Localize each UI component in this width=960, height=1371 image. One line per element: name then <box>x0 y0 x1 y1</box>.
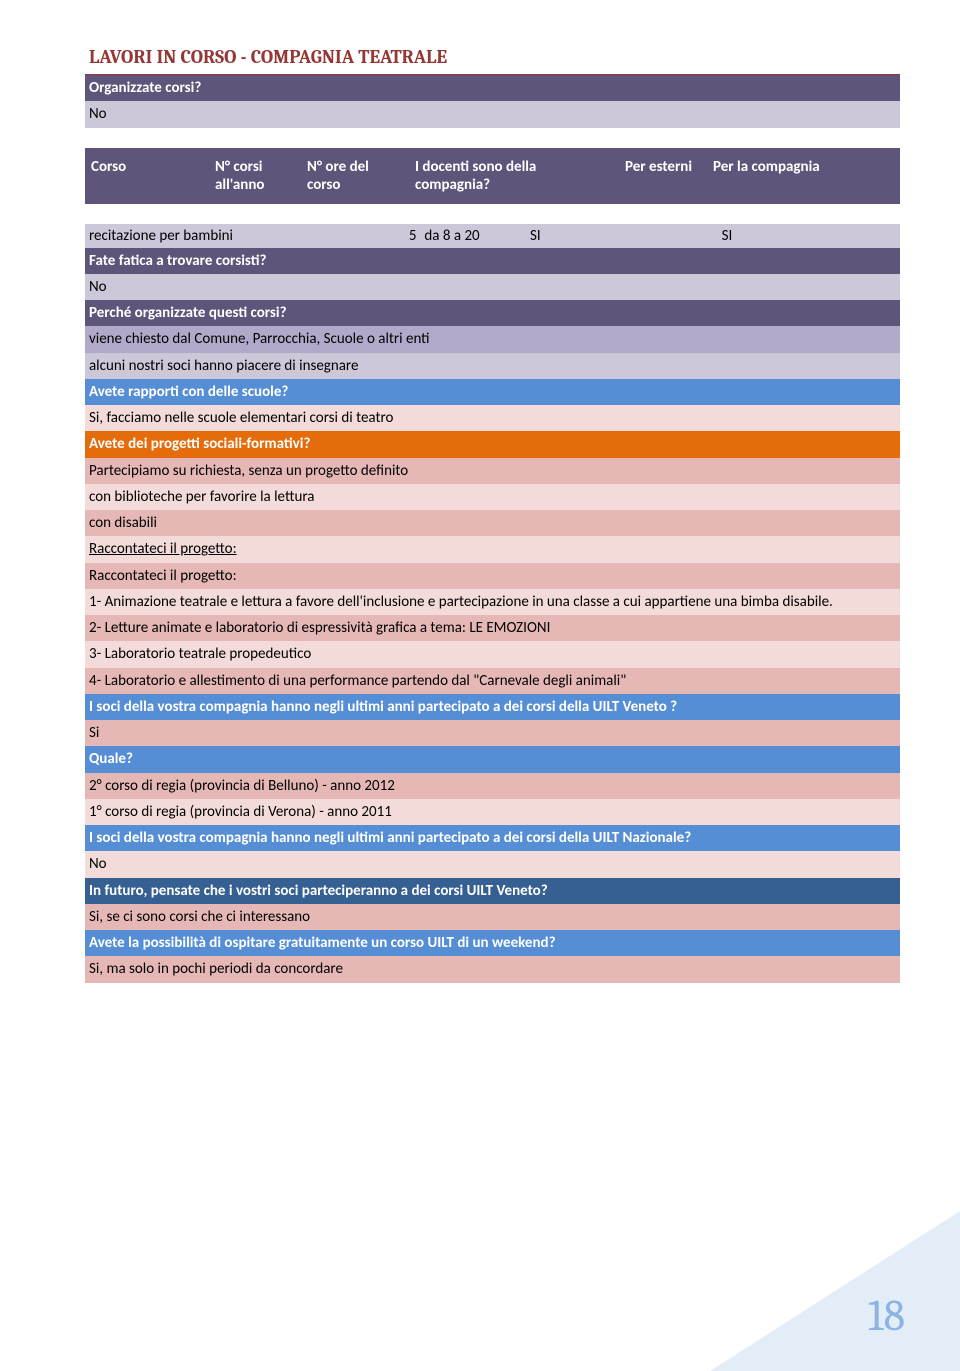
td-n-ore: da 8 a 20 <box>420 224 526 248</box>
answer-progetti-1: Partecipiamo su richiesta, senza un prog… <box>85 458 900 484</box>
question-ospitare-corso: Avete la possibilità di ospitare gratuit… <box>85 930 900 956</box>
question-fate-fatica: Fate fatica a trovare corsisti? <box>85 248 900 274</box>
progetto-line-3: 2- Letture animate e laboratorio di espr… <box>85 615 900 641</box>
answer-perche-1: viene chiesto dal Comune, Parrocchia, Sc… <box>85 326 900 352</box>
question-quale: Quale? <box>85 746 900 772</box>
section-header: LAVORI IN CORSO - COMPAGNIA TEATRALE <box>85 40 900 75</box>
question-soci-uilt-veneto: I soci della vostra compagnia hanno negl… <box>85 694 900 720</box>
th-n-ore: N° ore del corso <box>301 148 409 204</box>
th-corso: Corso <box>85 148 209 204</box>
answer-fate-fatica: No <box>85 274 900 300</box>
answer-quale-2: 1° corso di regia (provincia di Verona) … <box>85 799 900 825</box>
answer-progetti-3: con disabili <box>85 510 900 536</box>
answer-soci-uilt-nazionale: No <box>85 851 900 877</box>
label-raccontateci: Raccontateci il progetto: <box>85 536 900 562</box>
td-compagnia <box>794 224 900 248</box>
answer-ospitare-corso: Si, ma solo in pochi periodi da concorda… <box>85 956 900 982</box>
progetto-line-1: Raccontateci il progetto: <box>85 563 900 589</box>
th-docenti: I docenti sono della compagnia? <box>409 148 619 204</box>
answer-perche-2: alcuni nostri soci hanno piacere di inse… <box>85 353 900 379</box>
answer-soci-uilt-veneto: Si <box>85 720 900 746</box>
answer-organizzate-corsi: No <box>85 101 900 127</box>
td-docenti: SI <box>526 224 718 248</box>
question-progetti-sociali: Avete dei progetti sociali-formativi? <box>85 431 900 457</box>
td-esterni: SI <box>718 224 795 248</box>
table-row: recitazione per bambini 5 da 8 a 20 SI S… <box>85 224 900 248</box>
question-rapporti-scuole: Avete rapporti con delle scuole? <box>85 379 900 405</box>
answer-progetti-2: con biblioteche per favorire la lettura <box>85 484 900 510</box>
corner-triangle-decoration <box>710 1211 960 1371</box>
th-n-corsi: N° corsi all'anno <box>209 148 301 204</box>
th-esterni: Per esterni <box>619 148 707 204</box>
td-corso: recitazione per bambini <box>85 224 334 248</box>
progetto-line-5: 4- Laboratorio e allestimento di una per… <box>85 668 900 694</box>
page-number: 18 <box>868 1290 905 1341</box>
answer-futuro-corsi: Si, se ci sono corsi che ci interessano <box>85 904 900 930</box>
td-n-corsi: 5 <box>334 224 420 248</box>
question-futuro-corsi: In futuro, pensate che i vostri soci par… <box>85 878 900 904</box>
answer-quale-1: 2° corso di regia (provincia di Belluno)… <box>85 773 900 799</box>
table-header-row: Corso N° corsi all'anno N° ore del corso… <box>85 148 900 204</box>
question-organizzate-corsi: Organizzate corsi? <box>85 75 900 101</box>
progetto-line-2: 1- Animazione teatrale e lettura a favor… <box>85 589 900 615</box>
question-perche-organizzate: Perché organizzate questi corsi? <box>85 300 900 326</box>
question-soci-uilt-nazionale: I soci della vostra compagnia hanno negl… <box>85 825 900 851</box>
progetto-line-4: 3- Laboratorio teatrale propedeutico <box>85 641 900 667</box>
th-compagnia: Per la compagnia <box>707 148 827 204</box>
answer-rapporti-scuole: Si, facciamo nelle scuole elementari cor… <box>85 405 900 431</box>
